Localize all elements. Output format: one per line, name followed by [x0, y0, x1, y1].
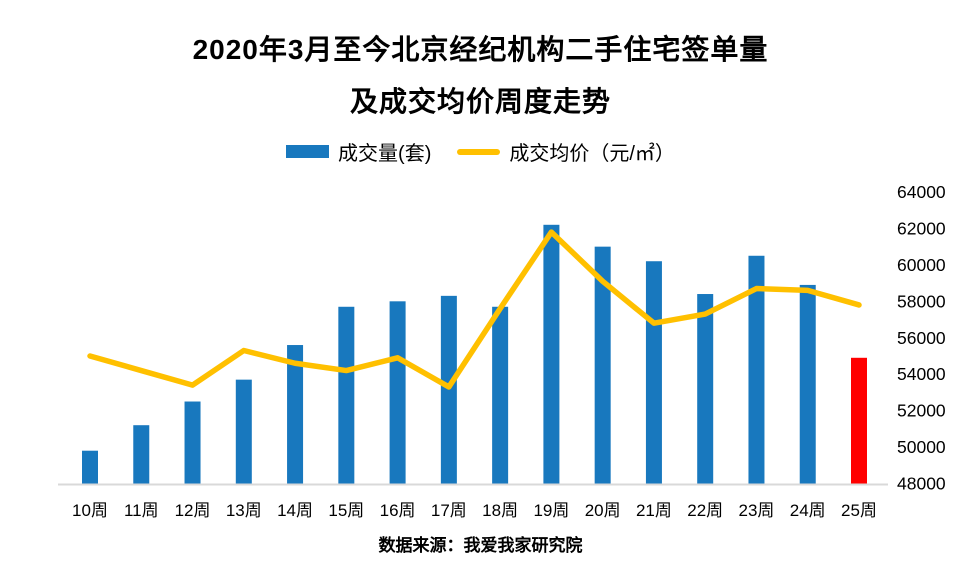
legend-item-volume: 成交量(套) [286, 137, 431, 166]
x-axis-tick-label: 25周 [841, 501, 877, 520]
chart-title-line2: 及成交均价周度走势 [349, 86, 611, 117]
y-axis-tick-label: 62000 [897, 218, 946, 238]
x-axis-tick-label: 12周 [175, 501, 211, 520]
x-axis-tick-label: 10周 [72, 501, 108, 520]
volume-bar [287, 345, 304, 484]
legend-label-price: 成交均价（元/㎡） [509, 143, 675, 165]
volume-bar [543, 224, 560, 484]
x-axis-tick-label: 18周 [482, 501, 518, 520]
volume-bar [133, 425, 150, 484]
volume-bar [184, 401, 201, 484]
x-axis-tick-label: 23周 [739, 501, 775, 520]
volume-bar [645, 261, 662, 484]
y-axis-tick-label: 48000 [897, 474, 946, 494]
x-axis-tick-label: 15周 [328, 501, 364, 520]
volume-swatch-icon [286, 145, 330, 158]
x-axis-tick-label: 14周 [277, 501, 313, 520]
volume-bar [492, 306, 509, 484]
x-axis-tick-label: 21周 [636, 501, 672, 520]
x-axis-tick-label: 22周 [687, 501, 723, 520]
volume-bar-highlight [851, 357, 868, 484]
y-axis-tick-label: 50000 [897, 437, 946, 457]
legend-label-volume: 成交量(套) [338, 143, 432, 165]
legend: 成交量(套) 成交均价（元/㎡） [0, 137, 961, 166]
chart-title-line1: 2020年3月至今北京经纪机构二手住宅签单量 [192, 34, 769, 65]
legend-item-price: 成交均价（元/㎡） [457, 137, 675, 166]
volume-bar [82, 450, 98, 484]
y-axis-tick-label: 58000 [897, 291, 946, 311]
volume-bar [594, 246, 611, 484]
y-axis-tick-label: 60000 [897, 255, 946, 275]
y-axis-tick-label: 56000 [897, 328, 946, 348]
y-axis-tick-label: 54000 [897, 364, 946, 384]
x-axis-tick-label: 24周 [790, 501, 826, 520]
x-axis-tick-label: 17周 [431, 501, 467, 520]
x-axis-tick-label: 20周 [585, 501, 621, 520]
x-axis-tick-label: 16周 [380, 501, 416, 520]
y-axis-tick-label: 52000 [897, 401, 946, 421]
x-axis-tick-label: 19周 [533, 501, 569, 520]
volume-bar [235, 379, 252, 484]
volume-bar [697, 294, 714, 484]
x-axis-tick-label: 11周 [124, 501, 159, 520]
price-swatch-icon [457, 148, 501, 155]
x-axis-tick-label: 13周 [226, 501, 262, 520]
volume-bar [748, 255, 765, 484]
volume-bar [389, 301, 406, 484]
price-line [87, 229, 862, 390]
data-source-note: 数据来源：我爱我家研究院 [378, 536, 583, 555]
volume-bar [338, 306, 355, 484]
y-axis-tick-label: 64000 [897, 182, 946, 202]
volume-bar [799, 284, 816, 484]
